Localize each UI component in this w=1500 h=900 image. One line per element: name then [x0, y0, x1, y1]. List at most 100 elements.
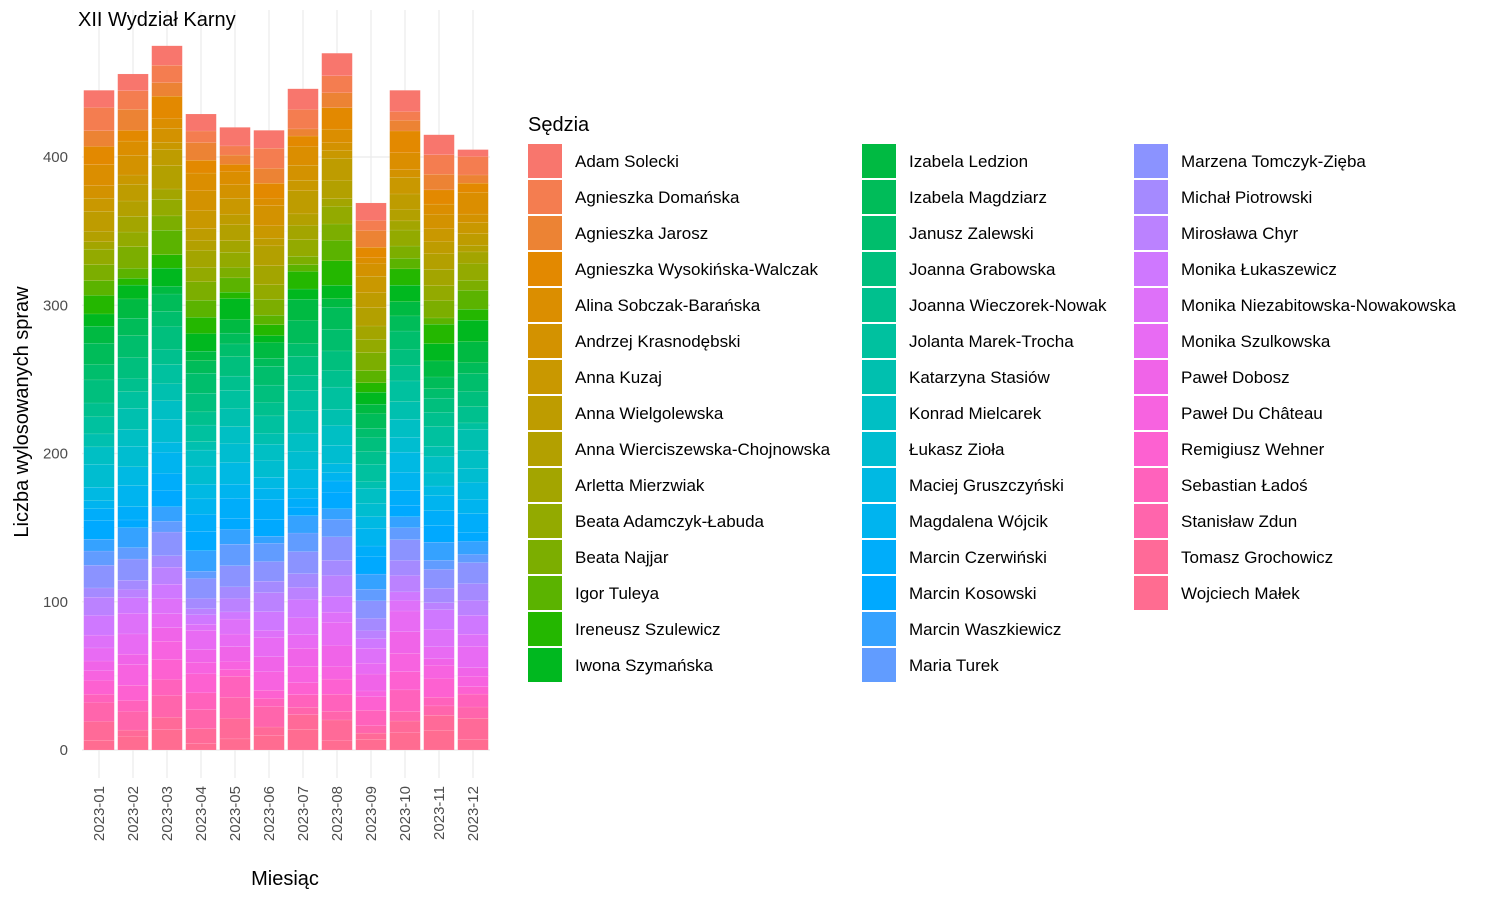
- bar-segment: [253, 168, 285, 184]
- bar-segment: [423, 189, 455, 205]
- bar-segment: [219, 408, 251, 427]
- legend-key: [862, 252, 896, 286]
- bar-segment: [389, 111, 421, 121]
- bar-segment: [83, 702, 115, 722]
- legend-label: Izabela Magdziarz: [909, 188, 1047, 207]
- bar-segment: [253, 402, 285, 417]
- bar-segment: [219, 267, 251, 279]
- bar-segment: [423, 472, 455, 487]
- legend-key: [528, 144, 562, 178]
- bar-segment: [185, 350, 217, 361]
- bar-segment: [423, 697, 455, 707]
- bar-segment: [219, 565, 251, 588]
- bar-segment: [287, 714, 319, 730]
- bar-segment: [457, 320, 489, 342]
- legend-key: [862, 540, 896, 574]
- legend-label: Monika Szulkowska: [1181, 332, 1331, 351]
- bar-segment: [423, 397, 455, 413]
- legend-label: Tomasz Grochowicz: [1181, 548, 1333, 567]
- bar-segment: [253, 581, 285, 593]
- legend-key: [862, 612, 896, 646]
- bar-segment: [185, 360, 217, 374]
- bar-segment: [389, 419, 421, 438]
- bar-segment: [185, 662, 217, 675]
- bar-segment: [457, 391, 489, 407]
- bar-segment: [117, 664, 149, 686]
- bar-segment: [287, 390, 319, 412]
- legend-label: Michał Piotrowski: [1181, 188, 1312, 207]
- bar-segment: [321, 480, 353, 493]
- bar-segment: [355, 325, 387, 340]
- bar-segment: [117, 466, 149, 486]
- bar-segment: [287, 320, 319, 344]
- bar-segment: [219, 544, 251, 566]
- legend-label: Agnieszka Jarosz: [575, 224, 708, 243]
- bar-segment: [117, 335, 149, 358]
- legend-label: Anna Wielgolewska: [575, 404, 724, 423]
- bar-segment: [185, 267, 217, 282]
- bar-segment: [355, 257, 387, 264]
- legend-key: [862, 180, 896, 214]
- bar-segment: [389, 380, 421, 402]
- bar-segment: [355, 673, 387, 692]
- bar-segment: [219, 738, 251, 751]
- legend-label: Marcin Waszkiewicz: [909, 620, 1061, 639]
- bar-segment: [321, 463, 353, 473]
- bar-segment: [355, 370, 387, 383]
- bar-segment: [457, 554, 489, 563]
- bar-segment: [457, 263, 489, 281]
- bar-segment: [287, 488, 319, 499]
- legend-label: Janusz Zalewski: [909, 224, 1034, 243]
- bar-segment: [185, 142, 217, 161]
- chart-title: XII Wydział Karny: [78, 9, 236, 31]
- bar-segment: [321, 678, 353, 695]
- bar-segment: [457, 499, 489, 514]
- bar-segment: [117, 613, 149, 635]
- bar-segment: [253, 324, 285, 336]
- bar-segment: [321, 128, 353, 143]
- bar-segment: [219, 462, 251, 485]
- bar-segment: [321, 206, 353, 225]
- bar-segment: [151, 400, 183, 420]
- bar-segment: [389, 177, 421, 195]
- bar-segment: [185, 300, 217, 318]
- bar-segment: [423, 269, 455, 286]
- bar-segment: [321, 180, 353, 199]
- bar-segment: [151, 349, 183, 365]
- bar-segment: [287, 599, 319, 618]
- bar-segment: [253, 225, 285, 239]
- bar-segment: [321, 198, 353, 207]
- bar-segment: [185, 728, 217, 744]
- legend-label: Paweł Dobosz: [1181, 368, 1290, 387]
- legend-key: [528, 648, 562, 682]
- bar-segment: [253, 536, 285, 544]
- bar-segment: [321, 285, 353, 299]
- bar-segment: [117, 547, 149, 560]
- bar-segment: [185, 281, 217, 301]
- bar-segment: [117, 558, 149, 581]
- bar-segment: [355, 696, 387, 711]
- bar-segment: [151, 695, 183, 718]
- bar-segment: [253, 690, 285, 699]
- bar-segment: [457, 706, 489, 719]
- bar-segment: [389, 560, 421, 576]
- bar-segment: [151, 188, 183, 200]
- x-tick-label: 2023-09: [363, 786, 380, 841]
- x-tick-label: 2023-04: [193, 786, 210, 841]
- bar-segment: [117, 130, 149, 142]
- bar-segment: [457, 149, 489, 157]
- bar-segment: [355, 528, 387, 547]
- bar-segment: [151, 230, 183, 255]
- legend-key: [1134, 216, 1168, 250]
- bar-segment: [219, 611, 251, 620]
- legend-label: Joanna Grabowska: [909, 260, 1056, 279]
- bar-segment: [185, 630, 217, 650]
- bar-segment: [355, 339, 387, 353]
- bar-segment: [253, 499, 285, 520]
- bar-segment: [219, 697, 251, 719]
- legend-label: Beata Adamczyk-Łabuda: [575, 512, 765, 531]
- bar-segment: [287, 648, 319, 667]
- legend-key: [862, 468, 896, 502]
- bar-segment: [83, 241, 115, 250]
- bar-segment: [253, 366, 285, 386]
